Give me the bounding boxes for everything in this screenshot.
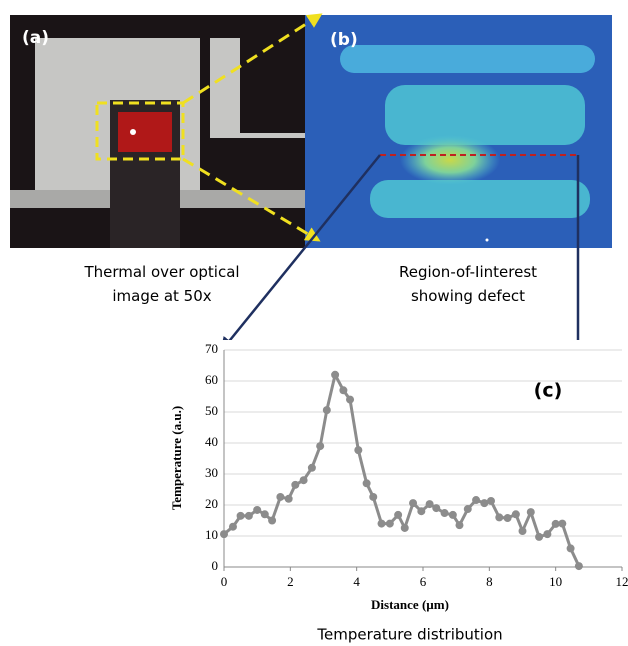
data-point: [220, 530, 228, 538]
data-point: [245, 512, 253, 520]
data-point: [504, 514, 512, 522]
x-axis-title: Distance (µm): [371, 597, 449, 612]
data-point: [237, 512, 245, 520]
data-point: [464, 505, 472, 513]
figure: (a) (b) Thermal over optical image at 50x…: [0, 0, 628, 646]
data-point: [449, 511, 457, 519]
data-point: [527, 508, 535, 516]
data-point: [519, 527, 527, 535]
y-tick-label: 30: [205, 465, 218, 480]
data-point: [316, 442, 324, 450]
data-point: [441, 509, 449, 517]
data-point: [346, 396, 354, 404]
caption-text: Thermal over optical: [83, 263, 239, 281]
data-point: [285, 495, 293, 503]
data-point: [495, 513, 503, 521]
data-point: [417, 507, 425, 515]
y-tick-label: 20: [205, 496, 218, 511]
data-point: [543, 530, 551, 538]
data-point: [363, 479, 371, 487]
caption: Region-of-Iinterest showing defect: [399, 263, 537, 305]
data-point: [331, 371, 339, 379]
panel-label: (a): [22, 28, 49, 48]
y-tick-label: 50: [205, 403, 218, 418]
data-point: [386, 520, 394, 528]
data-point: [535, 533, 543, 541]
data-point: [558, 520, 566, 528]
caption-text: showing defect: [411, 287, 525, 305]
data-point: [432, 504, 440, 512]
y-tick-label: 0: [212, 558, 219, 573]
panel-label: (b): [330, 30, 358, 50]
y-tick-label: 40: [205, 434, 218, 449]
caption-text: image at 50x: [112, 287, 211, 305]
data-point: [426, 500, 434, 508]
data-point: [378, 520, 386, 528]
data-point: [369, 493, 377, 501]
data-point: [567, 544, 575, 552]
data-point: [308, 464, 316, 472]
data-point: [487, 497, 495, 505]
data-point: [455, 521, 463, 529]
x-tick-label: 4: [353, 574, 360, 589]
data-point: [409, 499, 417, 507]
y-tick-label: 10: [205, 527, 218, 542]
data-point: [575, 562, 583, 570]
data-point: [261, 510, 269, 518]
chart-annotation: (c): [534, 380, 563, 402]
caption: Thermal over optical image at 50x: [83, 263, 239, 305]
x-tick-label: 6: [420, 574, 427, 589]
y-tick-label: 70: [205, 341, 218, 356]
x-tick-label: 10: [549, 574, 562, 589]
data-point: [268, 517, 276, 525]
data-point: [300, 476, 308, 484]
data-point: [394, 511, 402, 519]
x-tick-label: 12: [616, 574, 628, 589]
data-point: [512, 510, 520, 518]
y-axis-title: Temperature (a.u.): [169, 406, 184, 510]
caption-text: Region-of-Iinterest: [399, 263, 537, 281]
x-tick-label: 8: [486, 574, 493, 589]
data-point: [291, 481, 299, 489]
data-point: [339, 386, 347, 394]
data-point: [472, 496, 480, 504]
chart-caption: Temperature distribution: [316, 626, 502, 644]
data-point: [323, 406, 331, 414]
x-tick-label: 0: [221, 574, 228, 589]
data-point: [354, 446, 362, 454]
data-point: [229, 523, 237, 531]
data-point: [401, 524, 409, 532]
data-point: [253, 506, 261, 514]
x-tick-label: 2: [287, 574, 294, 589]
optical-image: [10, 15, 305, 248]
data-point: [276, 493, 284, 501]
y-tick-label: 60: [205, 372, 218, 387]
